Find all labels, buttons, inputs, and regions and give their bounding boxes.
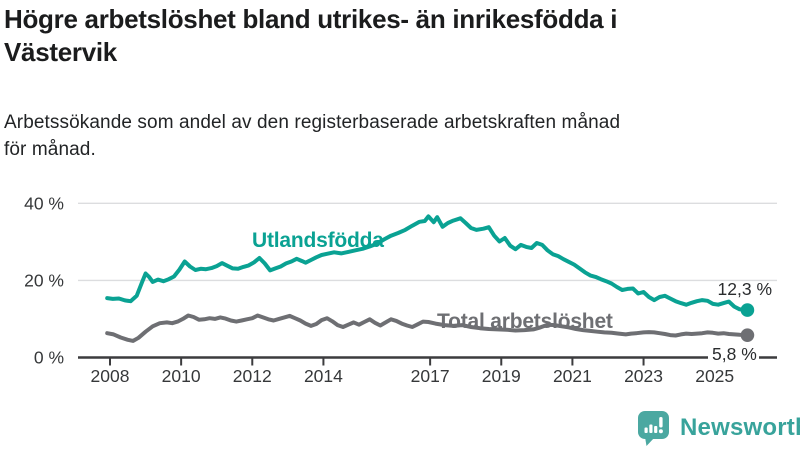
chart-subtitle-line-2: för månad. bbox=[4, 139, 96, 160]
end-value-label-utlandsfodda: 12,3 % bbox=[717, 279, 772, 299]
chart-subtitle-line-1: Arbetssökande som andel av den registerb… bbox=[4, 112, 621, 133]
x-tick-label-2012: 2012 bbox=[233, 366, 272, 386]
x-tick-label-2010: 2010 bbox=[162, 366, 201, 386]
newsworthy-speech-bubble-bar-chart-icon bbox=[638, 410, 669, 446]
series-label-utlandsfodda: Utlandsfödda bbox=[252, 229, 384, 252]
newsworthy-logo: Newsworthy bbox=[637, 409, 800, 447]
chart-subtitle: Arbetssökande som andel av den registerb… bbox=[4, 109, 620, 163]
x-tick-label-2021: 2021 bbox=[553, 366, 592, 386]
x-tick-label-2019: 2019 bbox=[482, 366, 521, 386]
x-tick-label-2014: 2014 bbox=[304, 366, 343, 386]
end-value-label-total: 5,8 % bbox=[708, 343, 759, 367]
y-tick-label-0: 0 % bbox=[34, 348, 64, 368]
page-title-line-2: Västervik bbox=[4, 37, 117, 67]
x-tick-label-2017: 2017 bbox=[411, 366, 450, 386]
series-label-total-arbetsloshet: Total arbetslöshet bbox=[437, 310, 613, 333]
x-tick-label-2023: 2023 bbox=[624, 366, 663, 386]
x-tick-label-2008: 2008 bbox=[91, 366, 130, 386]
series-line-0 bbox=[105, 214, 750, 313]
newsworthy-wordmark: Newsworthy bbox=[680, 414, 800, 441]
y-tick-label-40: 40 % bbox=[24, 193, 64, 213]
page-title: Högre arbetslöshet bland utrikes- än inr… bbox=[4, 3, 617, 69]
series-end-dot-1 bbox=[740, 328, 755, 342]
page-title-line-1: Högre arbetslöshet bland utrikes- än inr… bbox=[4, 4, 618, 34]
series-end-dot-0 bbox=[740, 303, 755, 317]
series-line-1 bbox=[105, 313, 750, 343]
y-tick-label-20: 20 % bbox=[24, 270, 64, 290]
x-tick-label-2025: 2025 bbox=[695, 366, 734, 386]
